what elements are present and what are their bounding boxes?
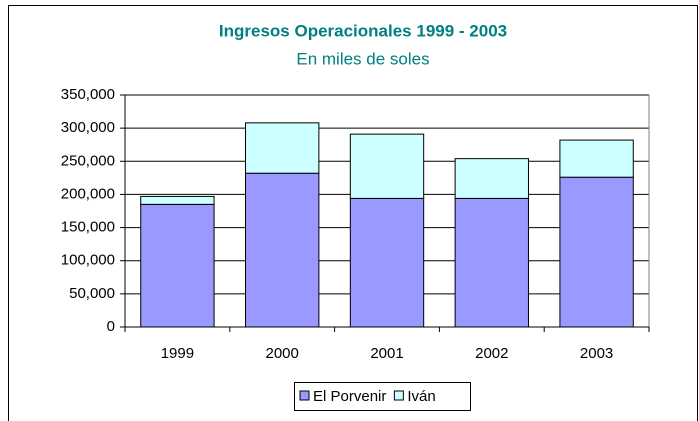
legend-box — [294, 382, 471, 411]
bar-segment — [559, 139, 634, 178]
bar-segment — [349, 197, 425, 328]
chart-subtitle: En miles de soles — [296, 49, 429, 68]
y-tick-label: 250,000 — [61, 152, 115, 169]
bar-segment — [140, 195, 215, 205]
x-tick-label: 2003 — [580, 345, 613, 362]
y-tick-label: 150,000 — [61, 219, 115, 236]
chart-title: Ingresos Operacionales 1999 - 2003 — [219, 21, 507, 40]
y-tick-label: 300,000 — [61, 119, 115, 136]
bar-segment — [454, 197, 529, 328]
legend-label: El Porvenir — [313, 388, 386, 405]
bar-segment — [245, 172, 320, 328]
bar-segment — [349, 133, 425, 199]
y-tick-label: 50,000 — [69, 285, 115, 302]
legend-swatch — [299, 390, 310, 401]
legend-label: Iván — [407, 388, 435, 405]
x-tick-label: 1999 — [161, 345, 194, 362]
bar-segment — [140, 203, 215, 328]
legend-swatch — [393, 390, 404, 401]
bar-segment — [245, 122, 320, 174]
y-tick-label: 350,000 — [61, 86, 115, 103]
bar-segment — [454, 158, 529, 199]
x-tick-label: 2002 — [475, 345, 508, 362]
bar-segment — [559, 176, 634, 328]
y-tick-label: 200,000 — [61, 185, 115, 202]
y-tick-label: 100,000 — [61, 252, 115, 269]
x-tick-label: 2000 — [266, 345, 299, 362]
y-tick-label: 0 — [107, 318, 115, 335]
x-tick-label: 2001 — [370, 345, 403, 362]
